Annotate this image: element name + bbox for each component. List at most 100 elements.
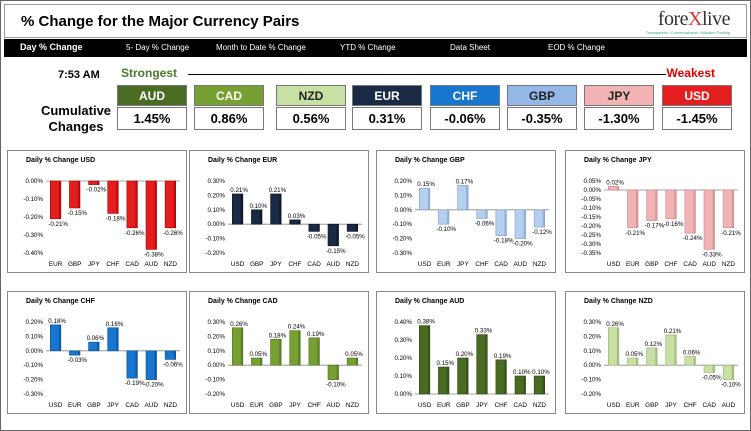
category-label: NZD xyxy=(164,261,178,268)
page-title: % Change for the Major Currency Pairs xyxy=(21,13,300,30)
bar-shade xyxy=(635,358,638,366)
y-tick-label: -0.05% xyxy=(581,196,601,203)
bar-shade xyxy=(116,327,119,351)
y-tick-label: -0.20% xyxy=(23,377,43,384)
y-tick-label: -0.25% xyxy=(581,232,601,239)
bar-chf xyxy=(289,219,301,225)
category-label: GBP xyxy=(87,402,101,409)
tile-value: 0.86% xyxy=(194,107,264,130)
bar-jpy xyxy=(289,330,301,366)
category-label: AUD xyxy=(327,402,341,409)
category-label: GBP xyxy=(645,261,659,268)
y-tick-label: -0.20% xyxy=(205,250,225,257)
category-label: JPY xyxy=(476,402,488,409)
y-tick-label: 0.20% xyxy=(583,333,601,340)
bar-cad xyxy=(684,189,696,234)
bar-shade xyxy=(712,190,715,250)
y-tick-label: 0.00% xyxy=(394,207,412,214)
category-label: CAD xyxy=(703,402,717,409)
cumulative-label-line1: Cumulative xyxy=(40,103,112,118)
category-label: GBP xyxy=(645,402,659,409)
category-label: CAD xyxy=(307,261,321,268)
tab-eod-change[interactable]: EOD % Change xyxy=(548,43,605,52)
tab-5-day-change[interactable]: 5- Day % Change xyxy=(126,43,190,52)
logo-text-2: live xyxy=(702,8,731,30)
category-label: GBP xyxy=(68,261,82,268)
strength-line xyxy=(188,74,666,75)
bar-shade xyxy=(485,209,488,219)
y-tick-label: 0.00% xyxy=(583,362,601,369)
tile-value: -1.45% xyxy=(662,107,732,130)
data-label: 0.10% xyxy=(532,369,550,376)
category-label: JPY xyxy=(665,402,677,409)
tile-value: 1.45% xyxy=(117,107,187,130)
bar-shade xyxy=(712,365,715,373)
bar-shade xyxy=(317,224,320,232)
chart-title: Daily % Change GBP xyxy=(395,157,465,164)
y-tick-label: 0.30% xyxy=(207,178,225,185)
data-label: -0.21% xyxy=(625,230,645,237)
tile-eur: EUR 0.31% xyxy=(352,85,422,131)
chart-title: Daily % Change NZD xyxy=(584,298,653,305)
bar-eur xyxy=(50,180,62,220)
tile-value: 0.56% xyxy=(276,107,346,130)
y-tick-label: 0.10% xyxy=(394,192,412,199)
data-label: 0.05% xyxy=(625,351,643,358)
y-tick-label: 0.00% xyxy=(25,348,43,355)
cumulative-changes-label: Cumulative Changes xyxy=(40,103,112,135)
category-label: CAD xyxy=(494,261,508,268)
data-label: -0.26% xyxy=(125,230,145,237)
bar-shade xyxy=(279,339,282,366)
tab-day-change[interactable]: Day % Change xyxy=(20,42,83,52)
bar-shade xyxy=(97,342,100,351)
y-tick-label: 0.20% xyxy=(394,178,412,185)
y-tick-label: 0.10% xyxy=(394,373,412,380)
bar-shade xyxy=(731,190,734,228)
data-label: -0.17% xyxy=(645,223,665,230)
data-label: -0.24% xyxy=(683,235,703,242)
y-tick-label: 0.10% xyxy=(25,333,43,340)
bar-chf xyxy=(476,209,488,219)
bar-nzd xyxy=(346,223,358,232)
data-label: -0.38% xyxy=(144,251,164,258)
data-label: -0.18% xyxy=(494,238,514,245)
bar-shade xyxy=(259,358,262,366)
bar-nzd xyxy=(346,357,358,366)
data-label: -0.10% xyxy=(436,226,456,233)
tab-month-to-date-change[interactable]: Month to Date % Change xyxy=(216,43,306,52)
data-label: 0.33% xyxy=(475,328,493,335)
bar-shade xyxy=(298,219,301,225)
bar-eur xyxy=(438,366,450,395)
data-label: -0.21% xyxy=(721,230,741,237)
bar-shade xyxy=(154,350,157,380)
bar-shade xyxy=(336,224,339,246)
bar-shade xyxy=(77,181,80,208)
forexlive-logo[interactable]: foreXlive Transparent • Conversational •… xyxy=(645,8,731,35)
bar-eur xyxy=(438,209,450,225)
bar-shade xyxy=(240,193,243,225)
category-label: USD xyxy=(607,261,621,268)
tab-data-sheet[interactable]: Data Sheet xyxy=(450,43,491,52)
data-label: -0.12% xyxy=(532,229,552,236)
chart-svg: 0.30% 0.20% 0.10% 0.00% -0.10% -0.20% 0.21% USD… xyxy=(205,178,365,268)
bar-shade xyxy=(542,376,545,394)
tile-cad: CAD 0.86% xyxy=(194,85,264,131)
logo-tagline: Transparent • Conversational • Wisdom Tr… xyxy=(645,30,730,35)
tile-chf: CHF -0.06% xyxy=(430,85,500,131)
tile-currency: CHF xyxy=(430,85,500,106)
y-tick-label: 0.20% xyxy=(207,333,225,340)
y-tick-label: -0.10% xyxy=(23,362,43,369)
y-tick-label: -0.20% xyxy=(581,391,601,398)
tab-ytd-change[interactable]: YTD % Change xyxy=(340,43,396,52)
y-tick-label: 0.00% xyxy=(583,187,601,194)
category-label: USD xyxy=(49,402,63,409)
bar-shade xyxy=(693,356,696,366)
bar-shade xyxy=(504,359,507,394)
data-label: 0.03% xyxy=(288,213,306,220)
category-label: NZD xyxy=(164,402,178,409)
data-label: 0.21% xyxy=(230,187,248,194)
y-tick-label: -0.20% xyxy=(581,223,601,230)
category-label: CHF xyxy=(106,261,119,268)
bar-shade xyxy=(674,190,677,219)
chart-panel-2: Daily % Change GBP 0.20% 0.10% 0.00% -0.10% -… xyxy=(376,150,556,273)
